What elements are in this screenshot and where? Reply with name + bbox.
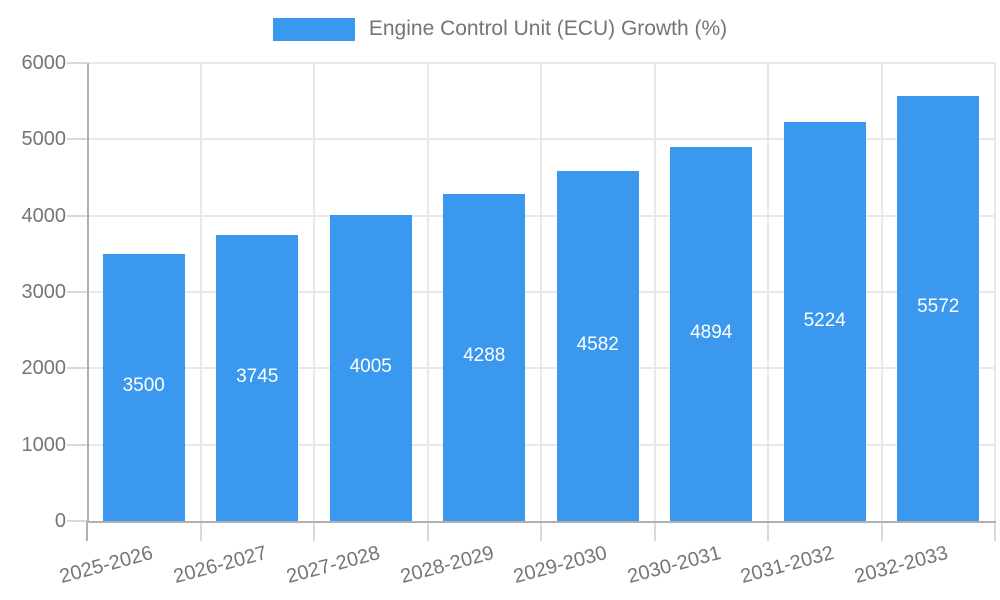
x-axis-tick — [540, 521, 542, 541]
x-axis-tick — [767, 521, 769, 541]
bar-value-label: 4005 — [349, 356, 392, 378]
bar: 3500 — [102, 253, 185, 521]
bar: 4005 — [329, 215, 412, 521]
y-tick-label: 2000 — [21, 357, 67, 380]
x-tick-label: 2031-2032 — [738, 542, 837, 589]
y-tick-label: 1000 — [21, 433, 67, 456]
bar: 4582 — [556, 171, 639, 521]
bar: 4288 — [443, 193, 526, 521]
bar-value-label: 4582 — [576, 334, 619, 356]
x-gridline — [653, 63, 656, 521]
y-axis-tick — [67, 520, 87, 522]
y-axis-line — [87, 63, 89, 521]
bar-value-label: 3500 — [122, 375, 165, 397]
bar-value-label: 5224 — [803, 309, 846, 331]
y-tick-label: 6000 — [21, 52, 67, 74]
x-axis-tick — [86, 521, 88, 541]
y-axis-tick — [67, 62, 87, 64]
bar-value-label: 3745 — [236, 366, 279, 388]
bar-value-label: 4894 — [690, 322, 733, 344]
y-axis-tick — [67, 214, 87, 217]
y-tick-label: 5000 — [21, 128, 67, 151]
x-tick-label: 2029-2030 — [511, 542, 610, 589]
x-gridline — [199, 63, 202, 521]
x-axis-line — [86, 521, 996, 523]
bar: 3745 — [216, 235, 299, 521]
y-tick-label: 3000 — [21, 281, 67, 303]
x-axis-tick — [880, 521, 883, 541]
x-gridline — [880, 63, 883, 521]
x-axis-tick — [199, 521, 202, 541]
y-axis-tick — [67, 138, 87, 141]
bar: 5224 — [783, 122, 866, 521]
y-tick-label: 0 — [54, 510, 66, 532]
x-tick-label: 2026-2027 — [170, 542, 269, 589]
x-axis-tick — [313, 521, 315, 541]
plot-area: 3500 3745 4005 4288 4582 4894 5224 5572 — [67, 62, 996, 541]
x-gridline — [767, 63, 769, 521]
x-tick-label: 2032-2033 — [851, 542, 950, 589]
chart-legend: Engine Control Unit (ECU) Growth (%) — [0, 17, 1000, 41]
x-tick-label: 2027-2028 — [284, 542, 383, 589]
x-axis-tick — [994, 521, 996, 541]
y-axis-tick — [67, 367, 87, 370]
legend-swatch — [272, 17, 355, 41]
bar-value-label: 4288 — [463, 345, 506, 367]
x-axis-tick — [653, 521, 656, 541]
x-tick-label: 2028-2029 — [397, 542, 496, 589]
x-gridline — [313, 63, 315, 521]
x-axis-tick — [426, 521, 429, 541]
bar-value-label: 5572 — [917, 296, 960, 318]
y-axis-tick — [67, 443, 87, 446]
x-gridline — [540, 63, 542, 521]
x-tick-label: 2025-2026 — [57, 542, 156, 589]
x-tick-label: 2030-2031 — [624, 542, 723, 589]
y-tick-label: 4000 — [21, 204, 67, 227]
y-axis-tick — [67, 291, 87, 293]
bar: 4894 — [670, 147, 753, 521]
x-gridline — [426, 63, 429, 521]
legend-label: Engine Control Unit (ECU) Growth (%) — [368, 17, 728, 40]
x-gridline — [994, 63, 996, 521]
bar: 5572 — [897, 95, 980, 521]
